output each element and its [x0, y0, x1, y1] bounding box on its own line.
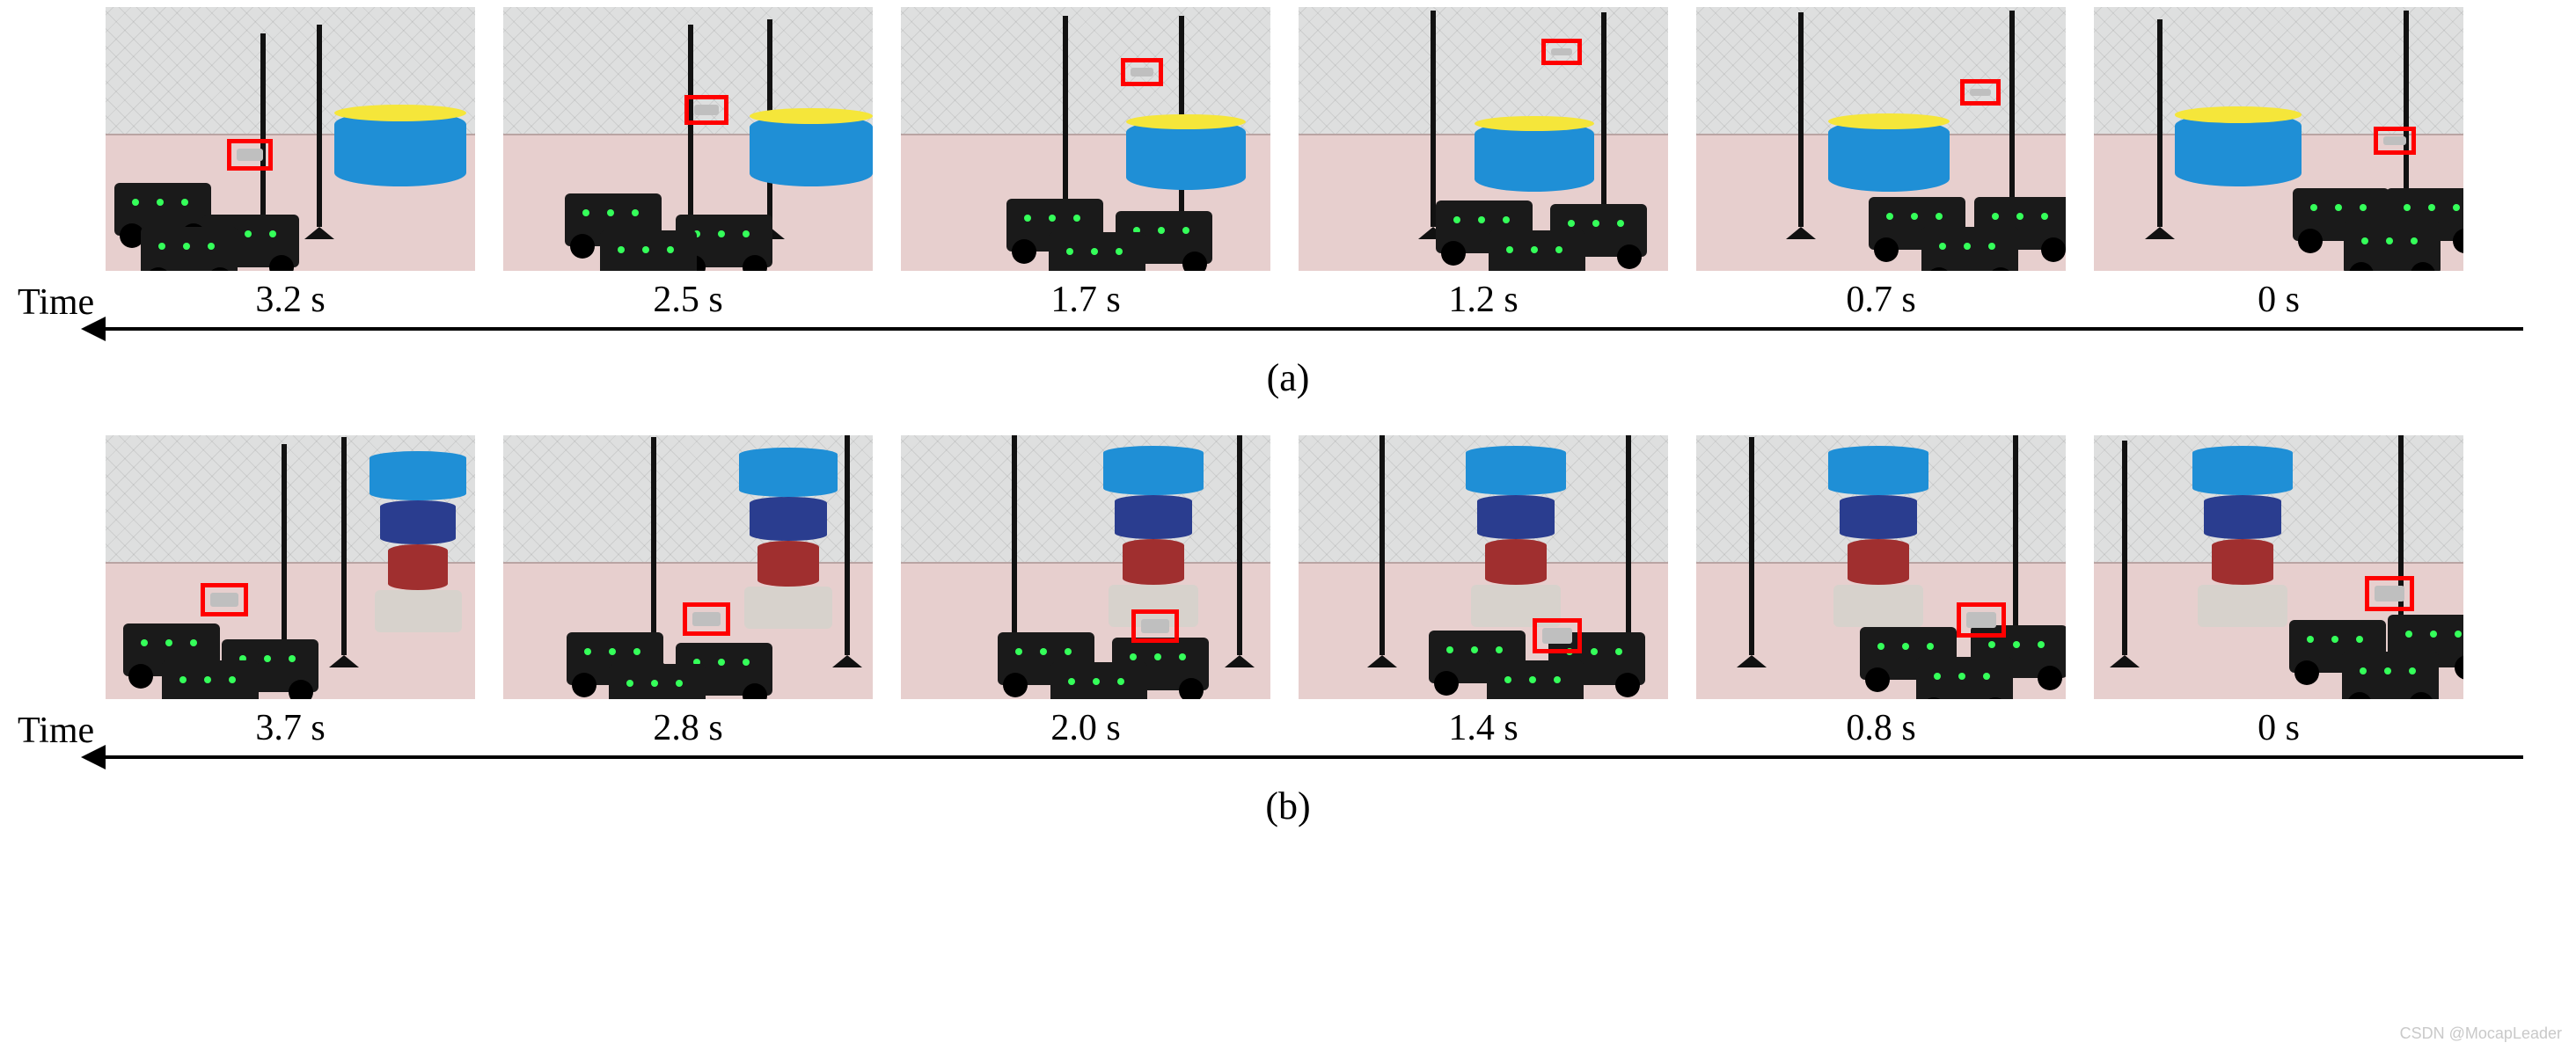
time-value: 2.5 s — [503, 279, 873, 321]
time-values-a: 3.2 s 2.5 s 1.7 s 1.2 s 0.7 s 0 s — [106, 279, 2463, 321]
tracked-target-box — [1533, 618, 1582, 653]
robot — [2342, 652, 2439, 699]
subfigure-label-a: (a) — [18, 355, 2558, 400]
robot — [1916, 657, 2013, 699]
mocap-pole — [651, 437, 656, 655]
mocap-pole — [1431, 11, 1436, 227]
mocap-pole — [1798, 12, 1804, 227]
mocap-pole — [1012, 435, 1017, 655]
experiment-frame — [106, 7, 475, 271]
time-value: 1.7 s — [901, 279, 1270, 321]
experiment-frame — [2094, 435, 2463, 699]
robot — [1921, 227, 2018, 271]
mocap-pole — [317, 25, 322, 227]
obstacle-cylinder — [334, 111, 466, 186]
time-value: 3.2 s — [106, 279, 475, 321]
obstacle-cylinder — [1828, 120, 1950, 192]
tracked-target-box — [1121, 58, 1163, 86]
robot — [1049, 232, 1145, 271]
obstacle-cylinder — [1126, 120, 1246, 190]
time-value: 0 s — [2094, 279, 2463, 321]
obstacle-stack — [1828, 446, 1928, 627]
experiment-frame — [503, 435, 873, 699]
obstacle-cylinder — [1475, 121, 1594, 192]
time-value: 2.8 s — [503, 707, 873, 749]
robot — [1487, 660, 1584, 699]
tracked-target-box — [1960, 79, 2001, 106]
robot — [162, 660, 259, 699]
obstacle-stack — [370, 451, 466, 632]
robot — [1050, 662, 1147, 699]
figure-row-a — [18, 7, 2558, 271]
mocap-pole — [341, 437, 347, 655]
robot — [2344, 222, 2441, 271]
experiment-frame — [1299, 435, 1668, 699]
obstacle-stack — [1466, 446, 1566, 627]
mocap-pole — [845, 435, 850, 655]
experiment-frame — [106, 435, 475, 699]
mocap-pole — [688, 25, 693, 227]
tracked-target-box — [1131, 609, 1179, 643]
frames-a — [106, 7, 2463, 271]
watermark-text: CSDN @MocapLeader — [2400, 1024, 2562, 1043]
mocap-pole — [1237, 435, 1242, 655]
experiment-frame — [503, 7, 873, 271]
mocap-pole — [1063, 16, 1068, 227]
experiment-frame — [1696, 7, 2066, 271]
tracked-target-box — [1541, 39, 1582, 65]
experiment-frame — [901, 7, 1270, 271]
mocap-pole — [282, 444, 287, 655]
tracked-target-box — [227, 139, 273, 171]
robot — [1489, 230, 1585, 271]
tracked-target-box — [2365, 576, 2414, 611]
time-value: 2.0 s — [901, 707, 1270, 749]
time-value: 1.4 s — [1299, 707, 1668, 749]
mocap-pole — [1379, 435, 1385, 655]
robot — [600, 230, 697, 271]
tracked-target-box — [2374, 127, 2416, 155]
mocap-pole — [1749, 437, 1754, 655]
time-row-b: Time 3.7 s2.8 s2.0 s1.4 s0.8 s0 s — [18, 704, 2558, 752]
experiment-frame — [1696, 435, 2066, 699]
time-value: 0 s — [2094, 707, 2463, 749]
time-value: 1.2 s — [1299, 279, 1668, 321]
time-value: 0.7 s — [1696, 279, 2066, 321]
time-value: 3.7 s — [106, 707, 475, 749]
figure-row-b — [18, 435, 2558, 699]
mocap-pole — [2122, 441, 2127, 655]
mocap-pole — [2013, 435, 2018, 655]
obstacle-stack — [2192, 446, 2293, 627]
mocap-pole — [1601, 12, 1606, 227]
mocap-pole — [2009, 11, 2015, 227]
mocap-pole — [1626, 435, 1631, 655]
obstacle-stack — [739, 448, 838, 629]
experiment-frame — [2094, 7, 2463, 271]
robot — [141, 227, 238, 271]
time-values-b: 3.7 s 2.8 s 2.0 s 1.4 s 0.8 s 0 s — [106, 707, 2463, 749]
obstacle-cylinder — [2175, 113, 2302, 186]
time-axis-arrow-b — [106, 755, 2523, 759]
frames-b — [106, 435, 2463, 699]
tracked-target-box — [684, 95, 728, 125]
obstacle-cylinder — [750, 114, 873, 186]
subfigure-label-b: (b) — [18, 784, 2558, 828]
tracked-target-box — [201, 583, 248, 616]
robot — [609, 664, 706, 699]
time-value: 0.8 s — [1696, 707, 2066, 749]
mocap-pole — [260, 33, 266, 227]
tracked-target-box — [683, 602, 730, 636]
time-row-a: Time 3.2 s2.5 s1.7 s1.2 s0.7 s0 s — [18, 276, 2558, 324]
experiment-frame — [1299, 7, 1668, 271]
mocap-pole — [2157, 19, 2163, 227]
time-axis-arrow-a — [106, 327, 2523, 331]
obstacle-stack — [1103, 446, 1204, 627]
tracked-target-box — [1957, 602, 2006, 638]
experiment-frame — [901, 435, 1270, 699]
